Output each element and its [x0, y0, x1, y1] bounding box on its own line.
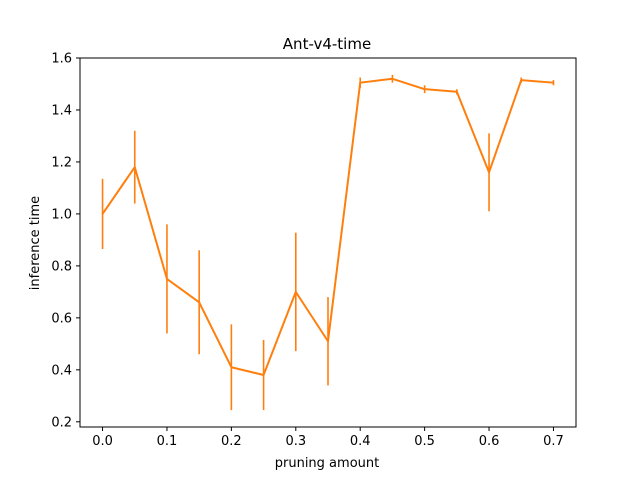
- y-tick-label: 1.0: [51, 207, 72, 222]
- data-point: [262, 374, 265, 376]
- plot-frame: [79, 57, 577, 428]
- data-point: [133, 166, 136, 169]
- y-tick-label: 1.2: [51, 155, 72, 170]
- y-axis-label: inference time: [28, 196, 43, 290]
- y-tick-label: 0.2: [51, 415, 72, 430]
- y-tick-label: 0.8: [51, 259, 72, 274]
- x-axis-label: pruning amount: [275, 456, 379, 471]
- series-layer: [101, 74, 555, 411]
- data-point: [230, 366, 233, 369]
- y-tick-label: 1.4: [51, 103, 72, 118]
- x-tick-label: 0.0: [92, 434, 113, 449]
- y-tick-label: 0.4: [51, 363, 72, 378]
- x-tick-label: 0.2: [221, 434, 242, 449]
- data-point: [520, 79, 523, 81]
- x-tick-label: 0.6: [479, 434, 500, 449]
- data-point: [166, 277, 168, 280]
- data-point: [423, 88, 426, 91]
- data-point: [327, 340, 329, 343]
- x-tick-label: 0.3: [285, 434, 306, 449]
- data-point: [391, 77, 394, 80]
- data-point: [294, 290, 297, 293]
- data-point: [101, 213, 104, 215]
- data-point: [552, 81, 555, 84]
- y-tick-label: 1.6: [51, 52, 72, 67]
- x-tick-label: 0.1: [157, 434, 178, 449]
- data-point: [488, 171, 490, 174]
- data-point: [198, 301, 201, 304]
- x-axis: 0.0 0.1 0.2 0.3 0.4 0.5 0.6 0.7: [92, 427, 564, 449]
- chart-title: Ant-v4-time: [283, 35, 371, 53]
- y-axis: 0.2 0.4 0.6 0.8 1.0 1.2 1.4 1.6: [51, 52, 80, 430]
- x-tick-label: 0.5: [414, 434, 435, 449]
- data-point: [359, 81, 362, 84]
- x-tick-label: 0.7: [543, 434, 564, 449]
- x-tick-label: 0.4: [350, 434, 371, 449]
- data-point: [455, 90, 458, 93]
- y-tick-label: 0.6: [51, 311, 72, 326]
